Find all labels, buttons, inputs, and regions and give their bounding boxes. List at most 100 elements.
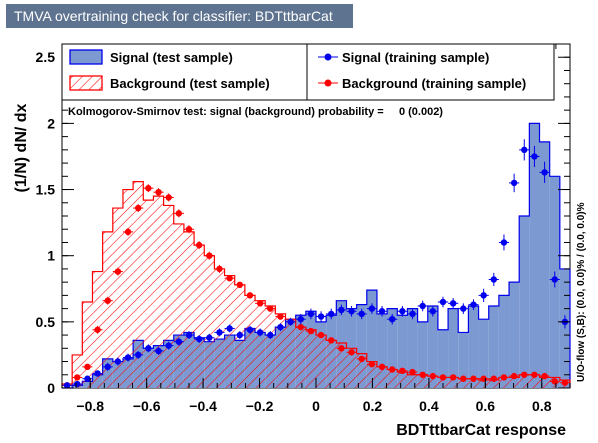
background-train-point <box>449 374 457 381</box>
signal-train-point <box>338 306 345 314</box>
background-test-bin <box>519 374 530 388</box>
background-test-bin <box>407 374 418 388</box>
legend-box-left <box>61 43 308 101</box>
legend-signal-train-label: Signal (training sample) <box>342 50 489 65</box>
background-test-bin <box>458 378 469 388</box>
y-tick-label: 1.5 <box>36 182 56 198</box>
signal-train-point <box>389 316 396 323</box>
signal-train-point <box>500 239 508 246</box>
signal-train-point <box>541 169 548 176</box>
signal-test-bin <box>458 332 469 388</box>
background-train-point <box>429 372 437 380</box>
background-train-point <box>236 281 243 288</box>
background-train-point <box>185 226 193 233</box>
signal-train-point <box>449 300 457 307</box>
signal-train-point <box>460 305 467 312</box>
background-train-point <box>419 371 426 378</box>
background-test-bin <box>122 189 134 388</box>
background-train-point <box>368 360 376 368</box>
background-train-point <box>510 372 518 380</box>
x-tick-label: −0.6 <box>133 398 161 414</box>
signal-train-point <box>348 308 355 315</box>
signal-train-point <box>297 316 304 323</box>
signal-train-point <box>521 146 528 154</box>
signal-test-bin <box>407 308 418 388</box>
chart-title: TMVA overtraining check for classifier: … <box>14 8 333 24</box>
y-tick-label: 0.5 <box>36 314 56 330</box>
background-train-point <box>409 368 416 376</box>
y-tick-label: 1 <box>47 248 55 264</box>
background-train-point <box>399 367 406 374</box>
x-tick-label: −0.4 <box>189 398 217 414</box>
signal-test-bin <box>448 308 459 388</box>
background-test-bin <box>275 313 286 388</box>
signal-train-point <box>185 331 193 339</box>
background-train-point <box>521 371 528 378</box>
signal-train-point <box>480 292 487 299</box>
background-train-point <box>104 297 111 304</box>
signal-train-point <box>551 276 558 283</box>
signal-test-bin <box>437 329 449 388</box>
background-test-bin <box>397 372 408 388</box>
background-train-point <box>114 268 122 275</box>
signal-train-point <box>165 342 172 349</box>
x-axis-label: BDTttbarCat response <box>396 422 566 439</box>
signal-train-point <box>510 179 518 187</box>
x-tick-label: 0.2 <box>363 398 383 414</box>
background-train-point <box>551 378 558 385</box>
signal-train-point <box>114 358 122 365</box>
signal-test-bin <box>387 308 398 388</box>
legend-signal-train-marker <box>324 53 332 61</box>
signal-train-point <box>206 334 213 341</box>
signal-train-point <box>368 305 376 312</box>
background-train-point <box>206 252 213 259</box>
background-test-bin <box>468 378 479 388</box>
background-test-bin <box>153 196 164 388</box>
signal-train-point <box>63 382 71 389</box>
signal-test-bin <box>468 305 479 388</box>
background-test-bin <box>488 380 499 388</box>
background-test-bin <box>72 354 83 388</box>
background-train-point <box>470 375 477 382</box>
background-train-point <box>338 345 345 352</box>
background-train-point <box>256 300 264 307</box>
background-test-bin <box>204 255 215 388</box>
background-test-bin <box>163 205 174 388</box>
background-test-bin <box>265 305 276 388</box>
signal-train-point <box>84 375 91 382</box>
background-train-point <box>541 372 548 380</box>
signal-test-bin <box>488 305 499 388</box>
signal-test-bin <box>478 319 489 388</box>
background-train-point <box>317 331 325 339</box>
background-train-point <box>145 185 152 192</box>
signal-train-point <box>246 326 254 333</box>
y-tick-label: 2 <box>47 115 55 131</box>
background-test-bin <box>82 302 93 388</box>
signal-train-point <box>419 302 426 310</box>
x-tick-label: 0.4 <box>419 398 439 414</box>
x-tick-label: 0 <box>312 398 320 414</box>
background-train-point <box>328 337 335 344</box>
legend-background-test-swatch <box>69 75 103 91</box>
background-train-point <box>460 375 467 382</box>
background-train-point <box>175 210 183 217</box>
background-test-bin <box>112 208 123 388</box>
legend-background-train-marker <box>324 79 332 87</box>
signal-train-point <box>328 310 335 318</box>
overflow-text: U/O-flow (S,B): (0.0, 0.0)% / (0.0, 0.0)… <box>576 202 587 382</box>
signal-train-point <box>74 380 81 388</box>
signal-test-bin <box>519 216 530 388</box>
background-train-point <box>135 204 142 212</box>
background-train-point <box>358 355 365 363</box>
background-test-bin <box>295 327 306 388</box>
x-tick-label: −0.2 <box>246 398 274 414</box>
background-test-bin <box>427 376 438 388</box>
signal-test-bin <box>427 305 438 388</box>
background-train-point <box>307 327 315 335</box>
signal-train-point <box>399 308 406 315</box>
signal-test-bin <box>529 123 540 388</box>
background-train-point <box>500 374 508 381</box>
background-test-bin <box>316 335 327 388</box>
background-train-point <box>84 363 91 371</box>
